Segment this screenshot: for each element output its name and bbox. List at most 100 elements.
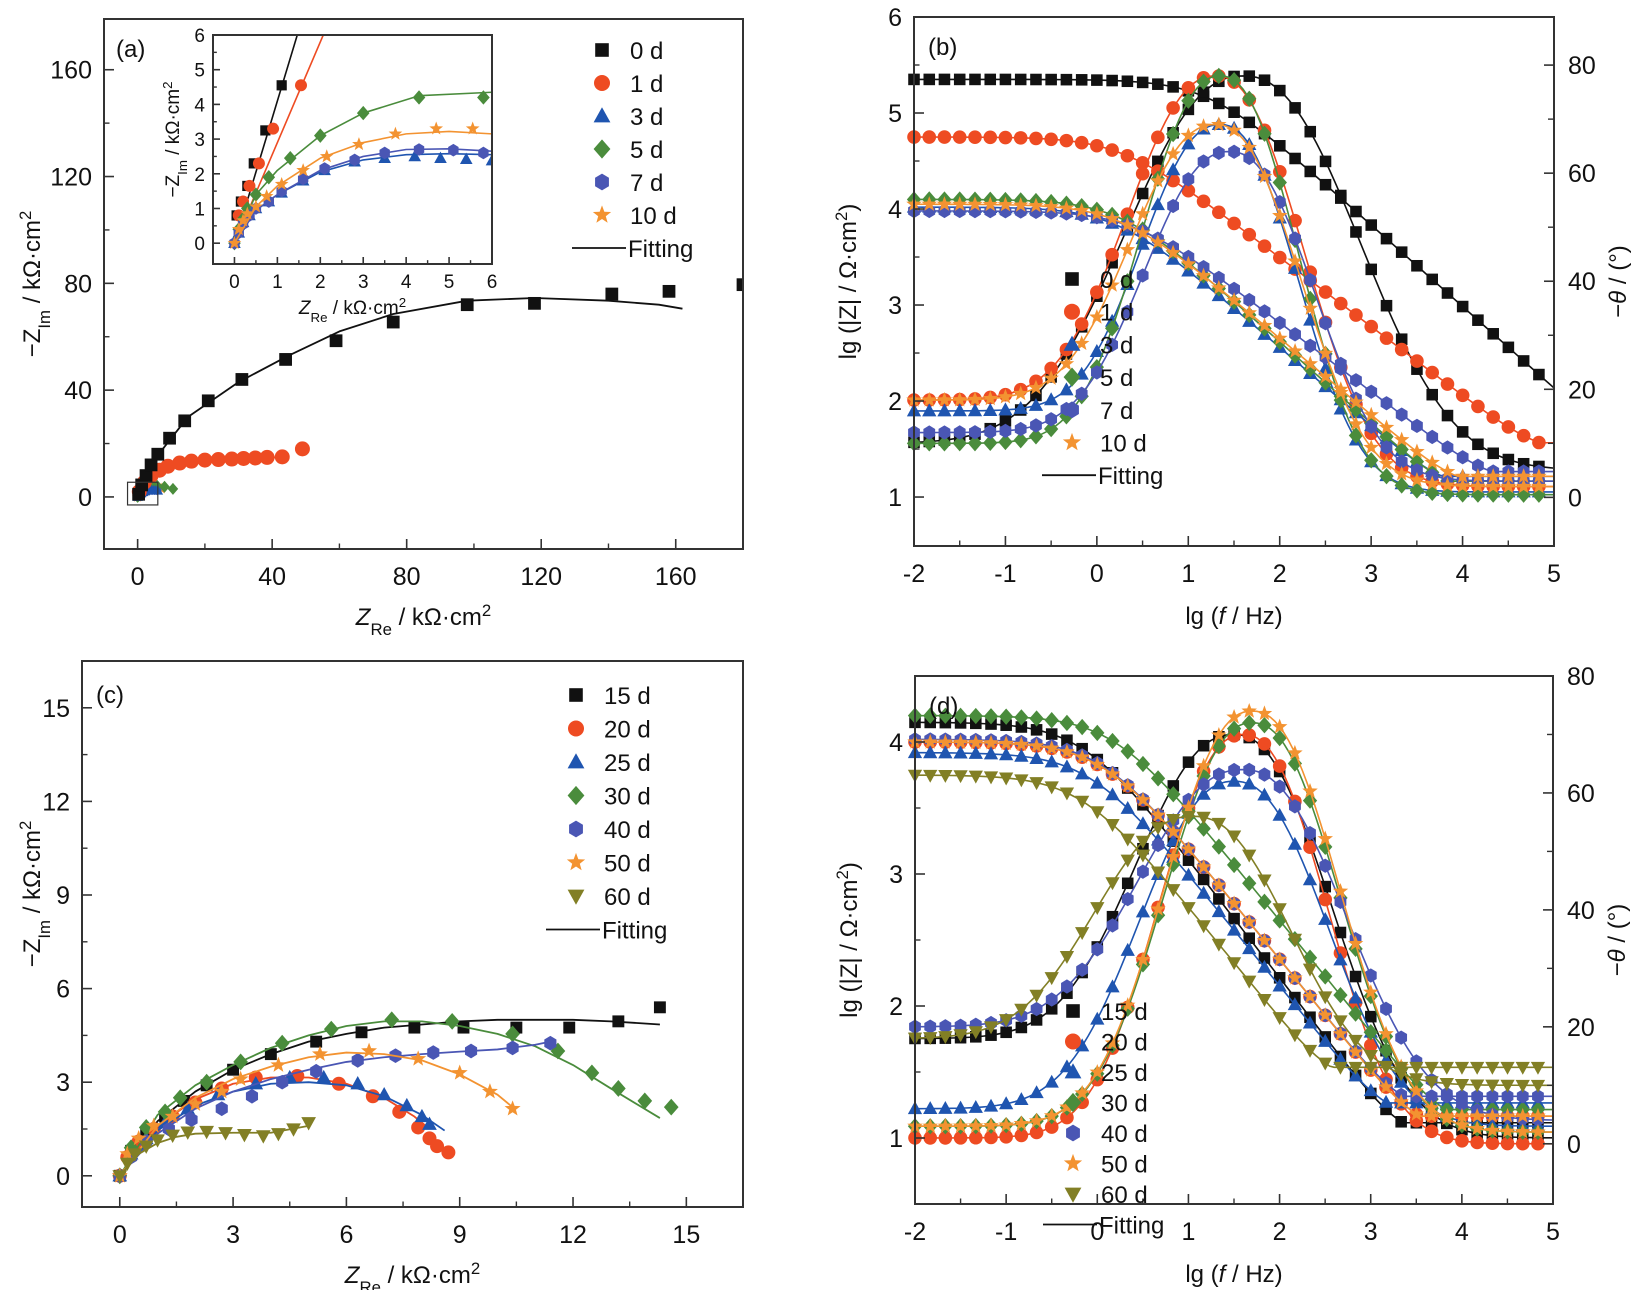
data-point-impedance xyxy=(1380,232,1393,245)
data-point-impedance xyxy=(1150,866,1166,880)
legend-marker-diamond xyxy=(1064,1092,1082,1113)
data-point-impedance xyxy=(1349,308,1363,322)
data-point xyxy=(465,121,480,135)
series-0d xyxy=(132,278,743,501)
legend-item: 5 d xyxy=(1063,365,1133,392)
data-point-impedance xyxy=(1213,97,1225,110)
data-point-phase xyxy=(1485,1079,1500,1093)
data-point-impedance xyxy=(1333,296,1348,311)
data-point xyxy=(662,284,676,298)
data-point-impedance xyxy=(1211,938,1227,952)
data-point-phase xyxy=(1470,1079,1485,1093)
x-tick-label: 6 xyxy=(487,272,498,293)
data-point xyxy=(187,1095,204,1111)
data-point xyxy=(139,469,153,482)
data-point-phase xyxy=(1318,911,1333,925)
data-point-phase xyxy=(1304,272,1317,288)
data-point-phase xyxy=(1180,127,1197,143)
y-tick-label: 3 xyxy=(56,1069,70,1097)
y2-tick-label: 60 xyxy=(1567,780,1595,808)
x-axis-title: lg (f / Hz) xyxy=(1185,1261,1282,1288)
data-point-impedance xyxy=(1516,1089,1529,1104)
data-point xyxy=(199,1073,214,1091)
data-point-impedance xyxy=(1287,997,1303,1011)
data-point-impedance xyxy=(1410,354,1424,368)
y-axis-title: −ZIm / kΩ·cm2 xyxy=(16,211,54,358)
data-point-impedance xyxy=(1484,1107,1501,1123)
y-tick-label: 9 xyxy=(56,882,70,910)
data-point-impedance xyxy=(1455,388,1470,403)
fit-line xyxy=(136,297,683,498)
inset-x-axis-title: ZRe / kΩ·cm2 xyxy=(298,295,406,325)
data-point-phase xyxy=(982,390,999,406)
y-tick-label: 0 xyxy=(194,234,205,255)
series-20d xyxy=(908,728,1554,1151)
data-point-phase xyxy=(1226,708,1242,724)
data-point-phase xyxy=(1059,1098,1075,1114)
data-point-impedance xyxy=(1530,1107,1546,1123)
data-point-phase xyxy=(1226,773,1242,787)
data-point-phase xyxy=(1013,432,1028,449)
data-point-phase xyxy=(1380,299,1393,312)
data-point-phase xyxy=(983,1098,999,1112)
y-tick-label: 40 xyxy=(64,377,92,405)
data-point-impedance xyxy=(1089,756,1106,772)
data-point-phase xyxy=(1426,388,1438,401)
y-tick-label: 1 xyxy=(889,1125,903,1153)
data-point-impedance xyxy=(1411,418,1423,434)
data-point-impedance xyxy=(1226,292,1242,308)
data-point xyxy=(260,125,271,136)
data-point xyxy=(286,1123,301,1137)
data-point-phase xyxy=(1196,786,1211,800)
zoom-region-box xyxy=(126,481,159,506)
legend-item: 5 d xyxy=(593,137,663,164)
data-point xyxy=(314,128,327,143)
data-point-impedance xyxy=(1515,468,1532,483)
data-point-phase xyxy=(999,1096,1014,1110)
data-point xyxy=(243,179,256,192)
fit-line xyxy=(233,130,492,244)
data-point xyxy=(349,153,360,167)
data-point xyxy=(505,1025,520,1043)
legend-item: 3 d xyxy=(1063,332,1133,359)
legend-item: 60 d xyxy=(1064,1182,1148,1209)
x-tick-label: 6 xyxy=(339,1221,353,1249)
legend-marker-square xyxy=(569,688,583,702)
data-point-phase xyxy=(1013,400,1028,414)
legend-marker-square xyxy=(595,43,609,57)
data-point-phase xyxy=(1242,728,1257,742)
data-point-phase xyxy=(1394,1068,1409,1082)
x-tick-label: 9 xyxy=(453,1221,467,1249)
data-point-phase xyxy=(1516,486,1531,503)
data-point-phase xyxy=(938,425,951,440)
legend-item: 0 d xyxy=(1065,267,1133,294)
data-point xyxy=(294,79,307,92)
data-point-phase xyxy=(1349,970,1362,983)
data-point-phase xyxy=(983,1021,999,1035)
data-point-phase xyxy=(1104,277,1120,292)
data-point-impedance xyxy=(1135,791,1151,807)
data-point-impedance xyxy=(1347,1043,1364,1059)
data-point-impedance xyxy=(1471,1089,1484,1104)
data-point-impedance xyxy=(1119,216,1136,232)
data-point-phase xyxy=(1104,1034,1121,1050)
data-point-phase xyxy=(1257,125,1272,142)
data-point-phase xyxy=(1181,810,1196,824)
data-point xyxy=(408,149,422,162)
data-point-impedance xyxy=(923,73,936,86)
data-point-phase xyxy=(1500,1079,1515,1093)
data-point xyxy=(274,1034,290,1052)
data-point-impedance xyxy=(1302,1015,1318,1029)
data-point-impedance xyxy=(1211,904,1227,918)
data-point-phase xyxy=(1197,739,1210,752)
data-point-impedance xyxy=(1197,873,1210,886)
data-point xyxy=(528,296,541,310)
data-point xyxy=(384,1011,400,1029)
data-point-phase xyxy=(1334,894,1347,910)
data-point xyxy=(165,1129,181,1143)
data-point-phase xyxy=(1395,333,1408,345)
data-point xyxy=(310,1035,323,1048)
legend-item: 10 d xyxy=(1062,431,1147,458)
chart-panel-c: 0 3 6 9 12 15 0 3 6 9 12 15 (c) ZRe / kΩ·cm2 −ZIm / kΩ… xyxy=(16,660,744,1290)
data-point-impedance xyxy=(1014,774,1029,788)
